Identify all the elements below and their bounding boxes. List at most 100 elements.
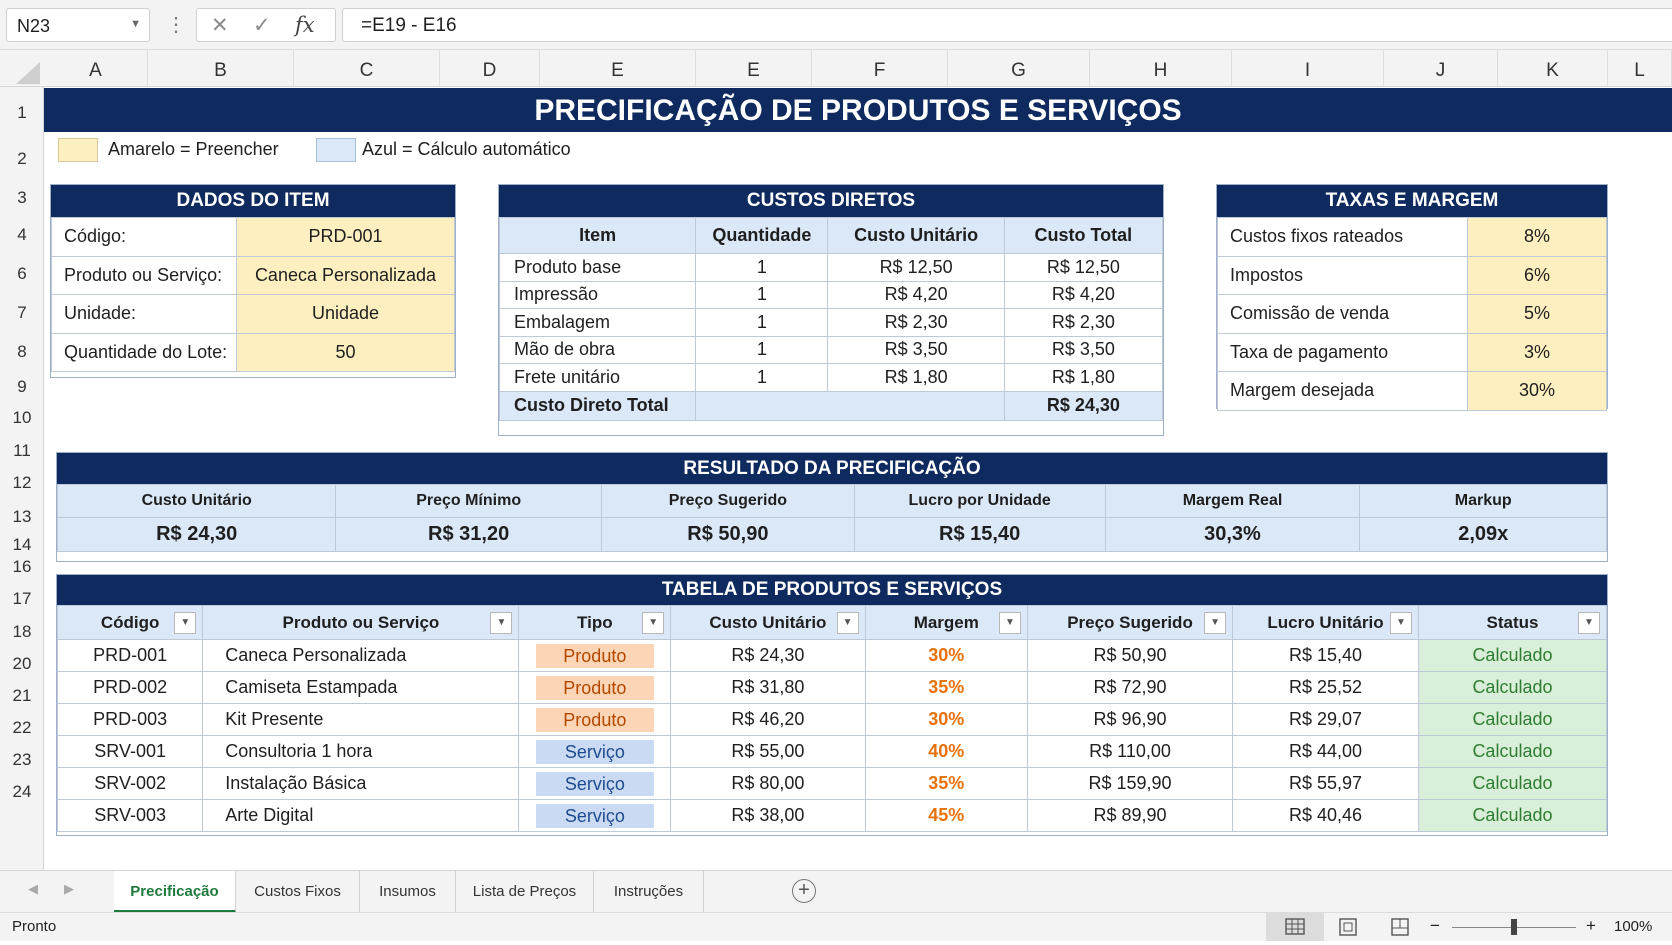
filter-dropdown-icon[interactable]: ▼ [642,612,665,634]
costs-cell[interactable]: 1 [695,335,829,364]
rates-value[interactable]: 30% [1467,371,1607,411]
products-cell[interactable]: R$ 89,90 [1026,799,1234,832]
rates-value[interactable]: 5% [1467,294,1607,334]
products-cell[interactable]: Serviço [518,799,672,832]
sheet-tab[interactable]: Precificação [114,871,236,913]
zoom-slider-thumb[interactable] [1511,919,1517,935]
products-cell[interactable]: R$ 24,30 [670,639,866,672]
costs-cell[interactable]: R$ 2,30 [1003,308,1164,337]
costs-cell[interactable]: Mão de obra [498,335,697,364]
products-cell[interactable]: SRV-003 [56,799,204,832]
rates-label[interactable]: Taxa de pagamento [1217,332,1468,372]
filter-dropdown-icon[interactable]: ▼ [836,612,859,634]
products-cell[interactable]: 45% [864,799,1028,832]
products-cell[interactable]: R$ 55,97 [1232,767,1419,800]
select-all-corner[interactable] [16,62,40,84]
products-cell[interactable]: 40% [864,735,1028,768]
rates-label[interactable]: Comissão de venda [1217,294,1468,334]
products-cell[interactable]: 35% [864,671,1028,704]
column-header[interactable]: E [696,50,812,86]
costs-cell[interactable]: 1 [695,280,829,309]
column-header[interactable]: G [948,50,1090,86]
row-header[interactable]: 23 [12,750,32,769]
normal-view-icon[interactable] [1266,913,1324,941]
row-header[interactable]: 8 [17,342,27,361]
row-header[interactable]: 3 [17,188,27,207]
products-col-header[interactable]: Produto ou Serviço ▼ [202,605,520,640]
products-cell[interactable]: SRV-002 [56,767,204,800]
column-header[interactable]: A [44,50,148,86]
products-cell[interactable]: 35% [864,767,1028,800]
products-col-header[interactable]: Lucro Unitário ▼ [1232,605,1419,640]
products-cell[interactable]: R$ 110,00 [1026,735,1234,768]
rates-value[interactable]: 6% [1467,255,1607,295]
products-cell[interactable]: Calculado [1417,799,1608,832]
costs-cell[interactable]: 1 [695,308,829,337]
products-cell[interactable]: Kit Presente [202,703,520,736]
row-header[interactable]: 7 [17,303,27,322]
row-header[interactable]: 11 [13,441,31,460]
row-header[interactable]: 16 [12,557,32,576]
cancel-icon[interactable]: ✕ [211,14,229,37]
zoom-out-button[interactable]: − [1430,916,1440,935]
products-cell[interactable]: Instalação Básica [202,767,520,800]
products-cell[interactable]: Produto [518,639,672,672]
page-layout-icon[interactable] [1336,913,1360,945]
filter-dropdown-icon[interactable]: ▼ [1389,612,1412,634]
item-label[interactable]: Unidade: [51,294,237,334]
products-cell[interactable]: R$ 55,00 [670,735,866,768]
costs-cell[interactable]: R$ 1,80 [1003,363,1164,392]
costs-cell[interactable]: 1 [695,253,829,282]
scroll-left-icon[interactable]: ◀ [28,881,38,896]
item-label[interactable]: Quantidade do Lote: [51,332,237,372]
row-header[interactable]: 10 [12,408,32,427]
result-value[interactable]: R$ 50,90 [600,517,855,552]
costs-cell[interactable]: Produto base [498,253,697,282]
item-value[interactable]: PRD-001 [236,217,455,257]
item-label[interactable]: Produto ou Serviço: [51,255,237,295]
row-header[interactable]: 14 [12,535,32,554]
zoom-level[interactable]: 100% [1614,918,1653,935]
products-cell[interactable]: Produto [518,671,672,704]
filter-dropdown-icon[interactable]: ▼ [174,612,197,634]
products-cell[interactable]: R$ 15,40 [1232,639,1419,672]
costs-cell[interactable]: R$ 3,50 [827,335,1005,364]
item-value[interactable]: 50 [236,332,455,372]
products-col-header[interactable]: Preço Sugerido ▼ [1026,605,1234,640]
row-header[interactable]: 12 [12,473,32,492]
column-header[interactable]: H [1090,50,1232,86]
insert-function-icon[interactable]: fx [295,13,315,37]
item-value[interactable]: Unidade [236,294,455,334]
row-header[interactable]: 22 [12,718,32,737]
result-value[interactable]: R$ 31,20 [335,517,602,552]
products-cell[interactable]: R$ 40,46 [1232,799,1419,832]
sheet-tab[interactable]: Custos Fixos [236,871,360,913]
filter-dropdown-icon[interactable]: ▼ [1204,612,1227,634]
row-header[interactable]: 1 [17,103,27,122]
costs-cell[interactable]: R$ 3,50 [1003,335,1164,364]
scroll-right-icon[interactable]: ▶ [64,881,74,896]
column-header[interactable]: D [440,50,540,86]
costs-cell[interactable]: Impressão [498,280,697,309]
costs-cell[interactable]: Embalagem [498,308,697,337]
row-header[interactable]: 2 [17,149,27,168]
item-label[interactable]: Código: [51,217,237,257]
confirm-icon[interactable]: ✓ [253,14,271,37]
products-cell[interactable]: R$ 50,90 [1026,639,1234,672]
result-value[interactable]: R$ 15,40 [853,517,1106,552]
products-cell[interactable]: PRD-003 [56,703,204,736]
column-header[interactable]: K [1498,50,1608,86]
rates-label[interactable]: Margem desejada [1217,371,1468,411]
products-col-header[interactable]: Margem ▼ [864,605,1028,640]
products-cell[interactable]: R$ 159,90 [1026,767,1234,800]
products-cell[interactable]: R$ 31,80 [670,671,866,704]
rates-value[interactable]: 8% [1467,217,1607,257]
costs-col-header[interactable]: Custo Total [1003,217,1164,254]
sheet-tab[interactable]: Instruções [594,871,704,913]
row-header[interactable]: 6 [17,264,27,283]
costs-col-header[interactable]: Item [498,217,697,254]
products-cell[interactable]: Arte Digital [202,799,520,832]
column-header[interactable]: C [294,50,440,86]
products-cell[interactable]: Calculado [1417,639,1608,672]
costs-col-header[interactable]: Quantidade [695,217,829,254]
